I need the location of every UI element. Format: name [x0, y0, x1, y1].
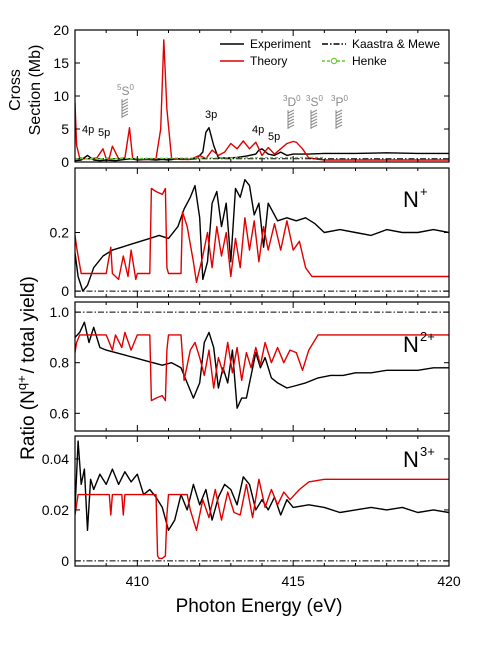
ion-label: N [403, 447, 419, 472]
y-tick-label: 0 [61, 553, 69, 569]
ratio-axis-label-main: Ratio (N [18, 390, 39, 460]
series-experiment [75, 321, 449, 409]
ion-label-charge: 2+ [420, 329, 435, 344]
plot-area [75, 178, 449, 292]
y-tick-label: 15 [53, 55, 69, 71]
legend-marker [330, 57, 338, 65]
y-tick-label: 0.2 [50, 225, 70, 241]
term-hatch [287, 115, 295, 120]
series-theory [75, 187, 449, 283]
term-hatch [287, 109, 295, 114]
plot-area [75, 311, 449, 409]
term-hatch [121, 107, 129, 112]
term-marker: 3S0 [306, 94, 323, 129]
y-tick-label: 0.04 [42, 451, 69, 467]
x-tick-label: 415 [281, 573, 305, 589]
term-hatch [310, 124, 318, 129]
term-hatch [121, 101, 129, 106]
y-tick-label: 0.6 [50, 405, 70, 421]
ion-label: N [403, 332, 419, 357]
series-experiment [75, 440, 449, 531]
term-hatch [121, 104, 129, 109]
y-tick-label: 20 [53, 22, 69, 38]
term-marker: 3D0 [283, 94, 301, 129]
series-henke [75, 156, 325, 160]
term-hatch [310, 118, 318, 123]
peak-annotation: 4p [252, 124, 264, 136]
x-tick-label: 420 [437, 573, 461, 589]
panel-cross-section: 0 5 10 15 20 [53, 22, 450, 170]
legend-label: Theory [250, 54, 287, 68]
y-tick-label: 0 [61, 283, 69, 299]
ion-label-charge: 3+ [420, 444, 435, 459]
term-marker: 3P0 [331, 94, 348, 129]
cs-ylabel-line1: Cross [7, 69, 24, 111]
term-hatch [287, 112, 295, 117]
panel-ratio-+: 0 0.2 N + [50, 167, 450, 299]
term-hatch [335, 121, 343, 126]
series-experiment [75, 178, 449, 292]
legend-label: Experiment [250, 37, 311, 51]
x-tick-label: 410 [126, 573, 150, 589]
term-hatch [310, 121, 318, 126]
term-label: 5S0 [117, 83, 134, 98]
series-theory [75, 331, 449, 402]
cs-ylabel-line2: Section (Mb) [27, 45, 44, 136]
term-hatch [310, 115, 318, 120]
term-hatch [121, 98, 129, 103]
ion-label: N [403, 187, 419, 212]
term-hatch [287, 124, 295, 129]
term-hatch [121, 113, 129, 118]
series-theory [75, 478, 449, 560]
term-label: 3P0 [331, 94, 348, 109]
term-hatch [335, 124, 343, 129]
panel-frame [74, 301, 450, 432]
term-hatch [121, 110, 129, 115]
panel-ratio-3+: 0 0.02 0.04 N 3+ [42, 435, 450, 569]
term-marker: 5S0 [117, 83, 134, 118]
x-axis-label: Photon Energy (eV) [176, 596, 343, 617]
term-hatch [335, 118, 343, 123]
term-hatch [287, 118, 295, 123]
panel-ratio-2+: 0.6 0.8 1.0 N 2+ [50, 301, 450, 432]
ratio-axis-label-end: / total yield) [18, 276, 39, 373]
term-hatch [335, 115, 343, 120]
peak-annotation: 3p [205, 109, 217, 121]
term-label: 3D0 [283, 94, 301, 109]
term-hatch [310, 112, 318, 117]
legend: Experiment Theory Kaastra & Mewe Henke [220, 37, 440, 68]
series-theory [75, 39, 449, 161]
y-tick-label: 0 [61, 154, 69, 170]
y-tick-label: 1.0 [50, 304, 70, 320]
plot-area [75, 440, 449, 562]
term-label: 3S0 [306, 94, 323, 109]
peak-annotation: 4p [82, 124, 94, 136]
ratio-axis-label-sup: q+ [14, 375, 29, 390]
peak-annotation: 5p [268, 131, 280, 143]
y-tick-label: 5 [61, 121, 69, 137]
legend-label: Kaastra & Mewe [352, 37, 440, 51]
legend-label: Henke [352, 54, 387, 68]
ratio-axis-label: Ratio (Nq+ / total yield) [14, 276, 39, 460]
term-hatch [310, 109, 318, 114]
y-tick-label: 10 [53, 88, 69, 104]
series-experiment [75, 126, 449, 162]
peak-annotation: 5p [98, 127, 110, 139]
y-tick-label: 0.8 [50, 355, 70, 371]
ion-label-charge: + [420, 184, 428, 199]
term-hatch [287, 121, 295, 126]
term-hatch [335, 109, 343, 114]
y-tick-label: 0.02 [42, 502, 69, 518]
term-hatch [335, 112, 343, 117]
